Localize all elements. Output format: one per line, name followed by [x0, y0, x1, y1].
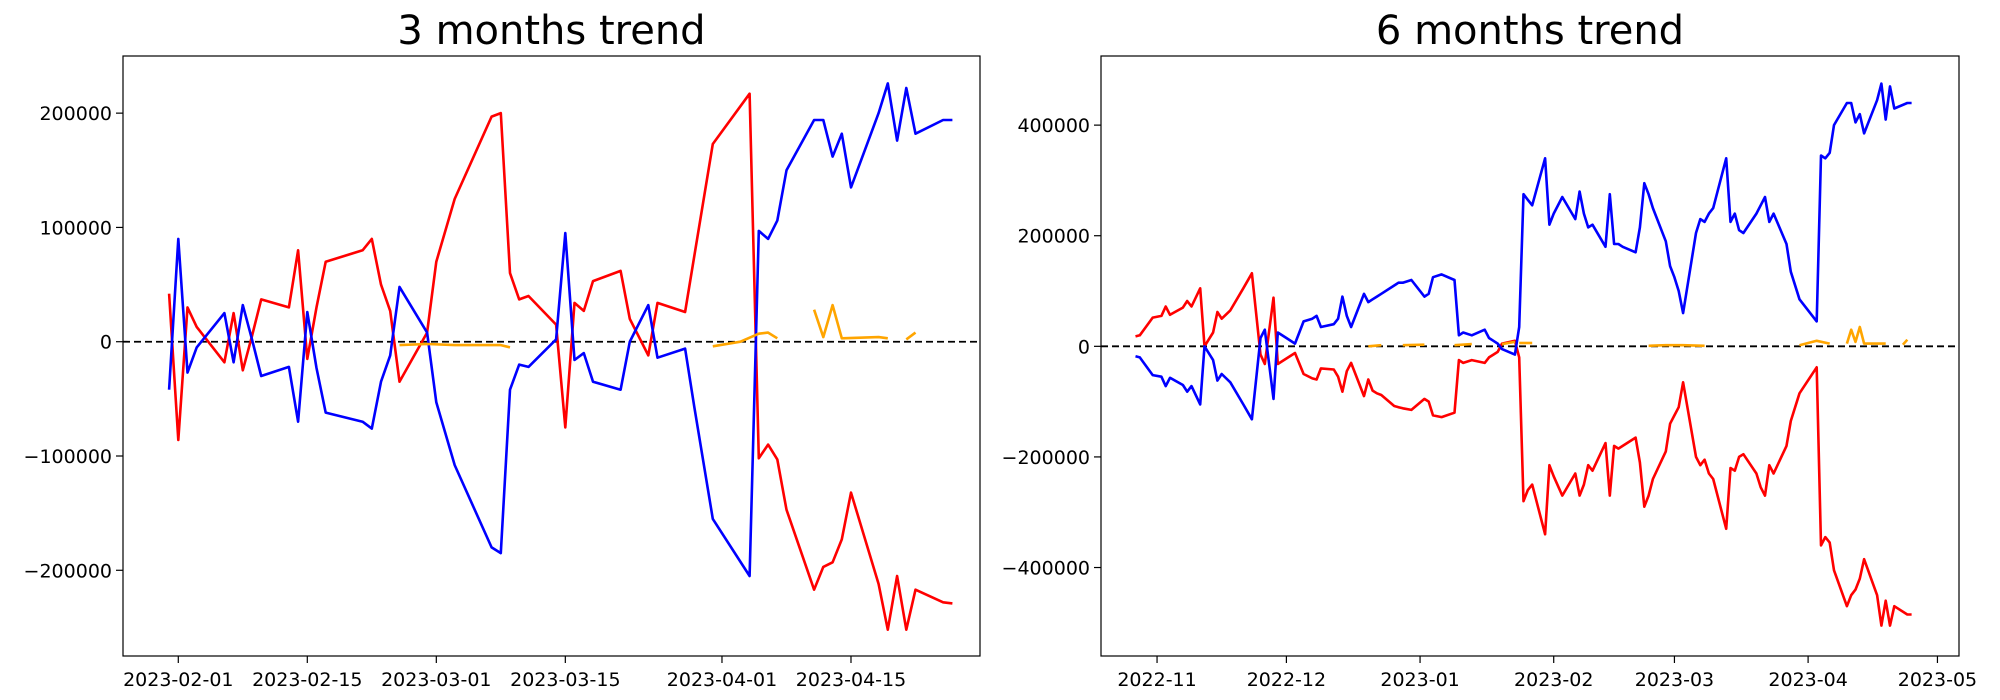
series-line-3-segment-4: [1501, 340, 1516, 346]
y-tick-label: −100000: [24, 446, 112, 468]
chart-2: 6 months trend 2022-11 2022-12 2023-01 2023-…: [1002, 8, 1978, 691]
series-line-1: [167, 92, 953, 631]
series-line-3-segment-8: [1845, 325, 1886, 345]
x-tick-label: 2023-02: [1514, 669, 1593, 691]
y-tick-label: 200000: [39, 103, 112, 125]
y-tick-label: 400000: [1017, 115, 1090, 137]
series-line-3-segment-9: [1901, 338, 1909, 346]
y-tick-label: −200000: [1002, 447, 1090, 469]
x-tick-label: 2023-02-01: [123, 669, 233, 691]
chart-title: 3 months trend: [397, 8, 705, 54]
x-tick-label: 2023-03-15: [510, 669, 620, 691]
series-line-3-segment-2: [1402, 343, 1425, 347]
x-tick-label: 2023-05: [1898, 669, 1977, 691]
plot-area: [1135, 82, 1912, 627]
series-line-3-segment-1: [1368, 343, 1382, 348]
plot-area: [167, 82, 953, 631]
series-line-3-segment-6: [1648, 343, 1705, 348]
axes-frame: [122, 55, 981, 657]
y-tick-label: 100000: [39, 217, 112, 239]
series-line-3-segment-7: [1799, 339, 1830, 347]
x-tick-label: 2023-04-15: [796, 669, 906, 691]
chart-1: 3 months trend 2023-02-01 2023-02-15 2023-0…: [24, 8, 981, 691]
y-tick-label: 200000: [1017, 226, 1090, 248]
x-tick-label: 2023-02-15: [252, 669, 362, 691]
chart-title: 6 months trend: [1376, 8, 1684, 54]
axes-frame: [1100, 55, 1960, 657]
x-tick-label: 2022-12: [1247, 669, 1326, 691]
x-tick-label: 2023-03: [1635, 669, 1714, 691]
x-tick-label: 2023-01: [1380, 669, 1459, 691]
y-tick-label: −400000: [1002, 558, 1090, 580]
series-line-3-segment-1: [399, 342, 511, 349]
series-line-2: [167, 82, 953, 578]
series-line-2: [1135, 82, 1912, 421]
y-tick-label: 0: [100, 332, 112, 354]
x-tick-label: 2023-03-01: [381, 669, 491, 691]
y-tick-label: −200000: [24, 560, 112, 582]
series-line-3-segment-3: [812, 303, 888, 340]
x-tick-label: 2023-04-01: [667, 669, 777, 691]
x-tick-label: 2022-11: [1117, 669, 1196, 691]
series-line-3-segment-3: [1454, 342, 1472, 347]
series-line-1: [1135, 272, 1912, 627]
x-tick-label: 2023-04: [1768, 669, 1847, 691]
y-tick-label: 0: [1078, 336, 1090, 358]
series-line-3-segment-2: [712, 331, 778, 348]
series-line-3-segment-4: [905, 331, 917, 341]
